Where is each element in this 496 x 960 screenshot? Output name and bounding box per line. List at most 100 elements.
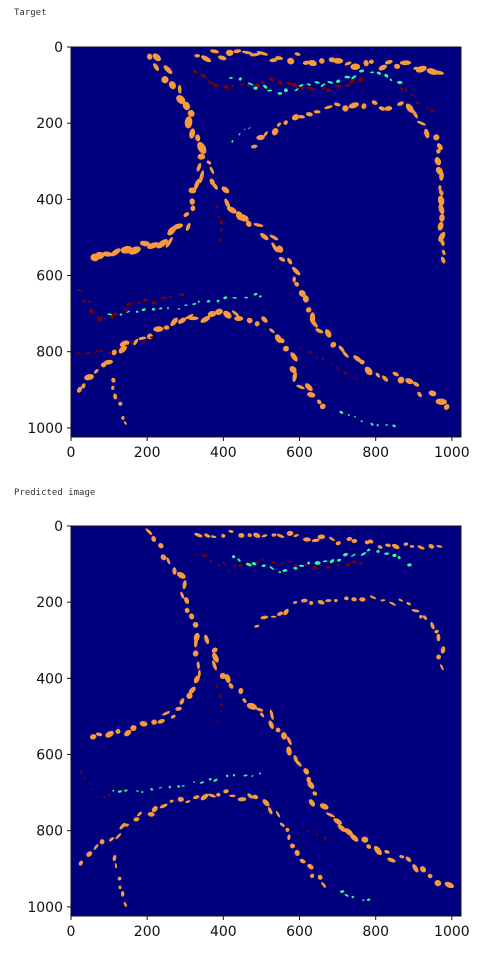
segment-blob-orange	[333, 818, 343, 825]
segment-blob-green	[351, 553, 356, 557]
segment-blob-orange	[172, 567, 177, 575]
segment-blob-orange	[436, 148, 441, 154]
y-tick-label: 400	[36, 192, 63, 208]
segment-blob-red	[231, 84, 234, 88]
segment-blob-orange	[133, 817, 140, 822]
segment-blob-orange	[160, 554, 167, 561]
segment-blob-orange	[417, 391, 422, 398]
segment-blob-green	[253, 86, 258, 90]
segment-blob-red	[110, 313, 115, 320]
segment-blob-green	[251, 775, 254, 777]
segment-blob-orange	[260, 232, 269, 241]
segment-blob-orange	[217, 55, 227, 61]
segment-blob-orange	[159, 803, 168, 809]
segment-blob-green	[336, 79, 341, 83]
segment-blob-orange	[349, 833, 359, 842]
segment-blob-orange	[436, 143, 443, 151]
segment-blob-green	[327, 80, 334, 84]
segment-blob-green	[150, 788, 154, 791]
segment-blob-red	[219, 710, 223, 713]
segment-blob-orange	[344, 61, 352, 66]
segment-blob-red	[137, 301, 142, 304]
segment-blob-red	[358, 562, 364, 565]
segment-blob-orange	[223, 789, 229, 794]
segment-blob-orange	[188, 686, 196, 695]
segment-blob-green	[370, 422, 374, 426]
segment-blob-orange	[384, 106, 393, 111]
segment-blob-orange	[254, 624, 260, 628]
segment-blob-orange	[193, 637, 198, 648]
segment-blob-orange	[382, 375, 389, 382]
segment-blob-red	[220, 227, 223, 232]
segment-blob-orange	[286, 746, 292, 756]
segment-blob-orange	[319, 403, 326, 410]
segment-blob-green	[362, 899, 365, 902]
segment-blob-green	[243, 128, 246, 130]
segment-blob-orange	[147, 53, 153, 60]
segment-blob-green	[123, 789, 128, 792]
segment-blob-orange	[147, 811, 155, 817]
segment-blob-orange	[436, 633, 441, 642]
heatmap-background	[71, 526, 461, 916]
segment-blob-orange	[200, 315, 211, 323]
segment-blob-orange	[346, 536, 353, 541]
segment-blob-orange	[212, 652, 219, 663]
segment-blob-green	[376, 549, 380, 553]
x-tick-label: 600	[286, 924, 313, 940]
y-tick-label: 800	[36, 345, 63, 361]
segment-blob-orange	[283, 345, 289, 352]
segment-blob-orange	[229, 794, 236, 798]
segment-blob-orange	[324, 329, 332, 338]
segment-blob-orange	[130, 725, 137, 731]
segment-blob-orange	[234, 315, 244, 322]
y-tick-label: 0	[54, 519, 63, 535]
y-tick-label: 400	[36, 671, 63, 687]
segment-blob-orange	[139, 240, 151, 247]
segment-blob-red	[207, 80, 214, 85]
segment-blob-orange	[81, 383, 86, 389]
segment-blob-green	[366, 898, 371, 901]
segment-blob-orange	[325, 812, 336, 818]
segment-blob-orange	[145, 528, 153, 536]
segment-blob-orange	[275, 56, 284, 60]
segment-blob-red	[76, 352, 82, 355]
segment-blob-orange	[165, 236, 173, 248]
segment-blob-red	[125, 344, 130, 347]
segment-blob-orange	[196, 661, 200, 670]
segment-blob-orange	[228, 683, 234, 689]
segment-blob-green	[359, 69, 365, 73]
segment-blob-orange	[118, 401, 123, 406]
segment-blob-orange	[330, 341, 337, 348]
segment-blob-green	[320, 83, 326, 87]
segment-blob-orange	[277, 611, 284, 616]
segment-blob-green	[226, 774, 229, 778]
segment-blob-green	[294, 88, 299, 92]
segment-blob-orange	[137, 811, 143, 817]
segment-blob-red	[121, 787, 125, 791]
segment-blob-orange	[363, 60, 369, 67]
segment-blob-orange	[435, 398, 447, 405]
segment-blob-orange	[281, 732, 287, 740]
segment-blob-green	[245, 562, 252, 567]
segment-blob-red	[305, 830, 310, 832]
x-tick-label: 1000	[434, 924, 470, 940]
segment-blob-orange	[397, 101, 404, 106]
segment-blob-green	[370, 71, 375, 74]
segment-blob-green	[384, 73, 389, 78]
segment-blob-green	[392, 424, 396, 428]
segment-blob-orange	[188, 613, 195, 620]
segment-blob-green	[376, 71, 382, 75]
segment-blob-orange	[261, 534, 268, 538]
segment-blob-green	[117, 790, 122, 793]
segment-blob-red	[160, 296, 167, 300]
segment-blob-orange	[366, 844, 372, 849]
segment-blob-red	[200, 73, 207, 79]
segment-blob-orange	[342, 105, 349, 112]
segment-blob-orange	[296, 384, 305, 390]
segment-blob-orange	[247, 793, 253, 799]
segment-blob-red	[240, 83, 244, 86]
heatmap-background	[71, 47, 461, 437]
segment-blob-orange	[317, 874, 323, 880]
segment-blob-orange	[247, 533, 252, 538]
segment-blob-orange	[252, 794, 259, 800]
